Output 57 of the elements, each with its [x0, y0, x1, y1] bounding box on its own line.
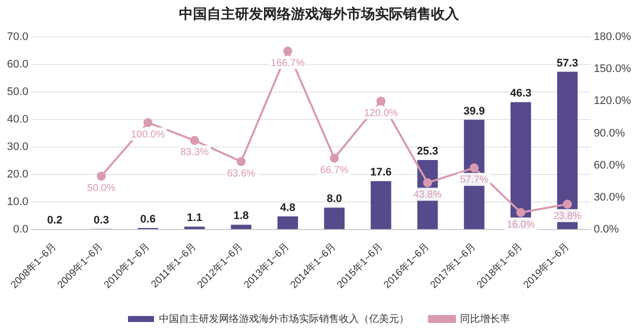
data-label: 100.0%: [130, 129, 165, 140]
data-label: 43.8%: [413, 189, 442, 200]
y-tick-label: 40.0: [6, 113, 28, 126]
point: [96, 172, 106, 181]
point: [330, 154, 339, 163]
data-label: 46.3: [510, 88, 532, 100]
y-tick-label: 50.0: [6, 86, 28, 98]
data-label: 8.0: [326, 193, 342, 206]
y2-tick-label: 90.0%: [594, 127, 626, 140]
point: [470, 163, 479, 172]
y2-tick-label: 150.0%: [594, 62, 632, 75]
chart-title: 中国自主研发网络游戏海外市场实际销售收入: [179, 5, 460, 22]
y2-tick-label: 0.0%: [594, 224, 619, 236]
point: [143, 118, 152, 128]
data-label: 0.3: [94, 214, 109, 226]
data-label: 4.8: [280, 202, 296, 214]
point: [283, 46, 292, 56]
data-label: 83.3%: [180, 147, 209, 158]
data-label: 1.1: [186, 212, 202, 224]
data-label: 16.0%: [506, 219, 536, 230]
y2-tick-label: 60.0%: [594, 159, 626, 172]
data-label: 17.6: [370, 166, 392, 179]
point: [236, 157, 246, 166]
data-label: 0.6: [140, 214, 156, 226]
data-label: 57.3: [556, 57, 578, 70]
y-tick-label: 0.0: [13, 224, 28, 236]
data-label: 63.6%: [226, 168, 256, 180]
point: [376, 96, 386, 106]
legend-label: 中国自主研发网络游戏海外市场实际销售收入（亿美元）: [159, 312, 409, 325]
y2-tick-label: 180.0%: [594, 30, 632, 43]
y-tick-label: 10.0: [6, 196, 28, 208]
y-tick-label: 70.0: [6, 30, 28, 43]
point: [562, 200, 572, 209]
y2-tick-label: 30.0%: [594, 192, 626, 204]
y-tick-label: 60.0: [6, 58, 28, 70]
data-label: 166.7%: [270, 58, 305, 69]
bar: [370, 181, 392, 230]
data-label: 66.7%: [320, 164, 349, 176]
y-tick-label: 20.0: [6, 168, 28, 181]
data-label: 39.9: [463, 105, 485, 118]
data-label: 23.8%: [553, 210, 582, 222]
point: [423, 178, 432, 188]
data-label: 57.7%: [460, 174, 488, 186]
data-label: 25.3: [416, 145, 438, 158]
data-label: 50.0%: [87, 182, 116, 194]
data-label: 1.8: [233, 210, 249, 222]
data-label: 120.0%: [364, 108, 398, 119]
y2-tick-label: 120.0%: [594, 95, 632, 108]
bar: [184, 226, 205, 230]
bar: [324, 208, 345, 230]
data-label: 0.2: [47, 214, 62, 227]
bar: [277, 216, 298, 230]
legend-label: 同比增长率: [460, 312, 510, 325]
y-tick-label: 30.0: [6, 141, 28, 154]
point: [516, 208, 526, 218]
point: [190, 136, 200, 145]
bar: [230, 224, 252, 230]
